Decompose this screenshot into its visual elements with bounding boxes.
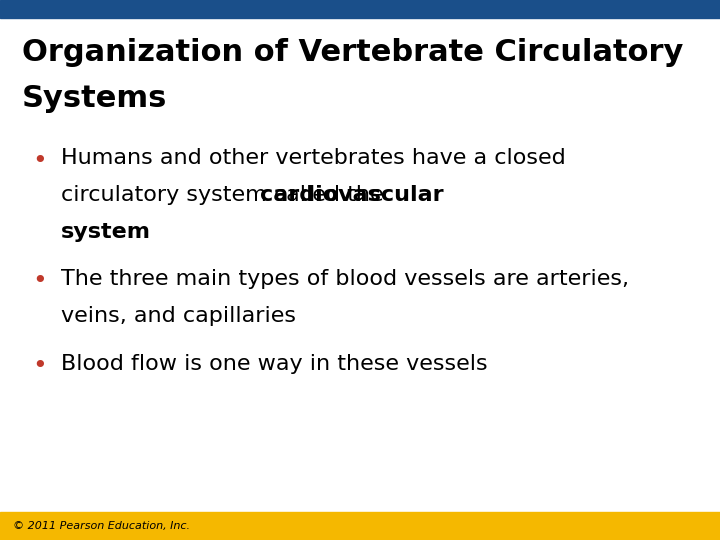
Text: •: • (32, 354, 47, 377)
Text: © 2011 Pearson Education, Inc.: © 2011 Pearson Education, Inc. (13, 521, 190, 531)
Text: Organization of Vertebrate Circulatory: Organization of Vertebrate Circulatory (22, 38, 683, 67)
Text: •: • (32, 148, 47, 172)
Bar (0, 0, 720, 18)
Text: system: system (61, 222, 151, 242)
Bar (0, 512, 720, 540)
Text: circulatory system called the: circulatory system called the (61, 185, 391, 205)
Text: The three main types of blood vessels are arteries,: The three main types of blood vessels ar… (61, 269, 629, 289)
Text: veins, and capillaries: veins, and capillaries (61, 306, 296, 326)
Text: Blood flow is one way in these vessels: Blood flow is one way in these vessels (61, 354, 488, 374)
Text: Humans and other vertebrates have a closed: Humans and other vertebrates have a clos… (61, 148, 566, 168)
Text: cardiovascular: cardiovascular (260, 185, 444, 205)
Text: Systems: Systems (22, 84, 167, 113)
Text: •: • (32, 269, 47, 293)
